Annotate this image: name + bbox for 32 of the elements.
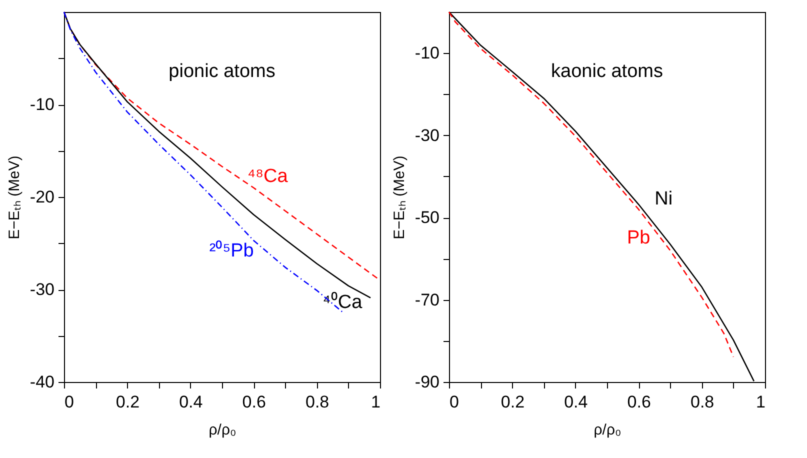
y-axis-title: E−Eₜₕ (MeV) xyxy=(390,156,408,240)
y-tick-label: -90 xyxy=(414,372,440,392)
series-label: Ni xyxy=(654,188,673,210)
annotation: kaonic atoms xyxy=(551,61,663,82)
x-tick-label: 0.6 xyxy=(627,392,651,412)
series-label: ²⁰⁵Pb xyxy=(209,239,254,262)
x-tick-label: 1 xyxy=(756,392,766,412)
x-tick-label: 0 xyxy=(450,392,459,412)
y-tick-label: -40 xyxy=(30,372,54,392)
series-label: Pb xyxy=(626,227,650,248)
y-tick-label: -20 xyxy=(30,188,54,206)
x-tick-label: 0 xyxy=(64,392,74,412)
y-tick-label: -70 xyxy=(414,290,440,310)
series-label: ⁴⁸Ca xyxy=(247,166,288,187)
x-tick-label: 0.2 xyxy=(116,392,140,412)
x-axis-title: ρ/ρ₀ xyxy=(208,422,236,438)
x-axis-title: ρ/ρ₀ xyxy=(594,422,622,438)
y-axis-title: E−Eₜₕ (MeV) xyxy=(6,156,23,240)
x-tick-label: 0.8 xyxy=(690,392,714,412)
x-tick-label: 0.2 xyxy=(500,392,525,412)
y-tick-label: -10 xyxy=(414,44,440,63)
y-tick-label: -50 xyxy=(414,208,440,228)
series-label: ⁴⁰Ca xyxy=(322,290,363,313)
x-tick-label: 0.4 xyxy=(564,392,588,412)
x-tick-label: 0.8 xyxy=(305,392,330,412)
annotation: pionic atoms xyxy=(168,61,276,82)
x-tick-label: 0.6 xyxy=(242,392,266,412)
y-tick-label: -10 xyxy=(30,95,54,114)
x-tick-label: 0.4 xyxy=(179,392,203,412)
x-tick-label: 1 xyxy=(371,392,380,412)
y-tick-label: -30 xyxy=(30,280,54,299)
y-tick-label: -30 xyxy=(414,126,440,145)
